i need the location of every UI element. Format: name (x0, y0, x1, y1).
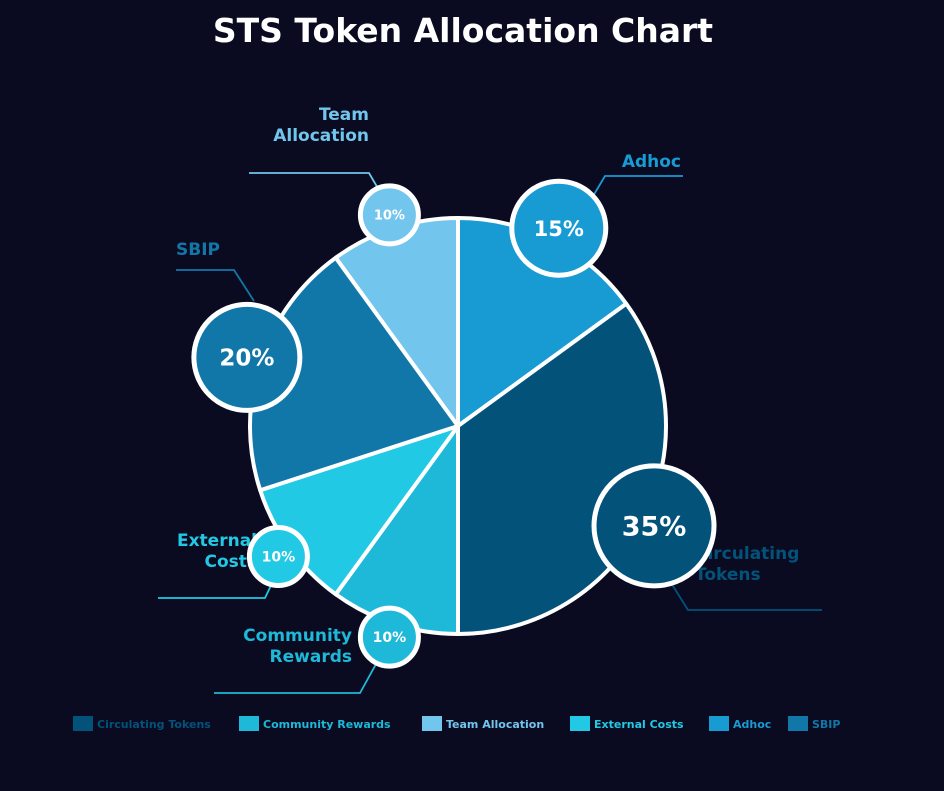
percent-label-team-allocation: 10% (374, 209, 405, 224)
callout-line-circulating-tokens (667, 577, 822, 611)
legend-swatch-external-costs (570, 716, 590, 731)
legend-label-adhoc: Adhoc (733, 718, 771, 731)
percent-label-external-costs: 10% (262, 550, 296, 566)
legend-swatch-team-allocation (422, 716, 442, 731)
callout-line-sbip (176, 269, 255, 302)
percent-bubble-team-allocation (357, 183, 421, 247)
legend-swatch-community-rewards (239, 716, 259, 731)
percent-label-community-rewards: 10% (373, 630, 407, 646)
percent-label-adhoc: 15% (534, 217, 584, 241)
legend-label-external-costs: External Costs (594, 718, 684, 731)
legend-label-sbip: SBIP (812, 718, 840, 731)
chart-title: STS Token Allocation Chart (213, 11, 713, 50)
percent-bubbles: 15% 35% 10% 10% 20% 10% (191, 178, 717, 669)
legend-label-circulating-tokens: Circulating Tokens (97, 718, 211, 731)
percent-bubble-external-costs (246, 524, 310, 588)
chart-legend: Circulating Tokens Community Rewards Team … (73, 716, 840, 731)
pie-slices (248, 216, 668, 636)
legend-label-team-allocation: Team Allocation (446, 718, 544, 731)
legend-swatch-circulating-tokens (73, 716, 93, 731)
callout-label-circulating-tokens: Circulating Tokens (695, 544, 799, 585)
callout-label-external-costs: External Costs (177, 531, 257, 572)
percent-bubble-circulating-tokens (591, 463, 717, 589)
callout-label-community-rewards: Community Rewards (243, 626, 352, 667)
percent-bubble-community-rewards (357, 605, 421, 669)
callout-label-adhoc: Adhoc (622, 152, 681, 172)
legend-swatch-adhoc (709, 716, 729, 731)
percent-label-circulating-tokens: 35% (622, 512, 687, 543)
legend-swatch-sbip (788, 716, 808, 731)
legend-label-community-rewards: Community Rewards (263, 718, 391, 731)
percent-bubble-adhoc (509, 178, 609, 278)
callout-label-team-allocation: Team Allocation (273, 105, 369, 146)
percent-label-sbip: 20% (219, 346, 274, 372)
callout-label-sbip: SBIP (176, 240, 220, 260)
percent-bubble-sbip (191, 301, 303, 413)
